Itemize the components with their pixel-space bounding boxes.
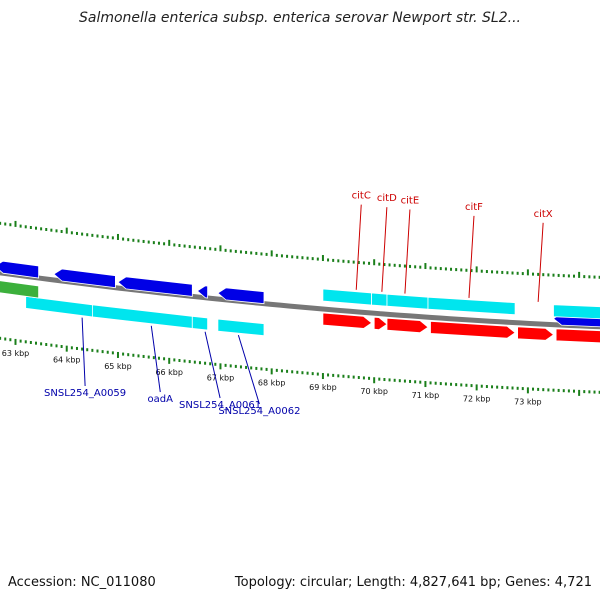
- kbp-label: 66 kbp: [155, 368, 183, 377]
- gene-label-citD: citD: [377, 193, 397, 204]
- feature-forward: [371, 292, 388, 307]
- accession-label: Accession: NC_011080: [8, 575, 156, 590]
- kbp-label: 68 kbp: [258, 378, 286, 387]
- gene-label-SNSL254_A0061: SNSL254_A0061: [179, 400, 261, 411]
- topology-summary: Topology: circular; Length: 4,827,641 bp…: [234, 575, 592, 590]
- feature-tracks: [0, 260, 600, 344]
- label-leader: [150, 325, 161, 393]
- feature-forward: [322, 288, 373, 306]
- feature-rna: [517, 326, 555, 341]
- feature-highlight: [0, 280, 39, 299]
- kbp-label: 72 kbp: [463, 394, 491, 403]
- gene-labels-top: citC citD citE citF citX: [352, 191, 553, 302]
- feature-reverse: [117, 276, 193, 297]
- outer-tick-ring: [0, 220, 600, 279]
- feature-rna: [430, 320, 516, 339]
- feature-forward: [553, 304, 600, 320]
- gene-label-SNSL254_A0059: SNSL254_A0059: [44, 388, 126, 399]
- kbp-label: 73 kbp: [514, 397, 542, 406]
- feature-reverse: [0, 260, 39, 279]
- feature-forward: [386, 293, 429, 310]
- gene-label-SNSL254_A0062: SNSL254_A0062: [218, 406, 300, 417]
- kbp-label: 70 kbp: [360, 387, 388, 396]
- gene-label-citC: citC: [352, 191, 371, 202]
- gene-label-oadA: oadA: [148, 394, 174, 405]
- inner-tick-ring: [0, 336, 600, 396]
- feature-reverse: [53, 268, 116, 289]
- label-leader: [537, 222, 544, 302]
- feature-reverse: [196, 285, 209, 299]
- label-leader: [81, 317, 86, 387]
- map-title: Salmonella enterica subsp. enterica sero…: [79, 10, 521, 26]
- feature-cyan_low: [25, 295, 93, 318]
- kbp-label: 67 kbp: [207, 373, 235, 382]
- feature-cyan_low: [191, 315, 209, 331]
- kbp-label: 69 kbp: [309, 383, 337, 392]
- feature-cyan_low: [217, 318, 265, 337]
- kbp-label: 63 kbp: [2, 349, 30, 358]
- feature-forward: [427, 296, 516, 316]
- label-leader: [404, 209, 411, 294]
- label-leader: [204, 331, 221, 399]
- label-leader: [381, 207, 388, 292]
- label-leader: [468, 215, 475, 298]
- kbp-scale-labels: 63 kbp 64 kbp 65 kbp 66 kbp 67 kbp 68 kbp 69 k…: [2, 349, 542, 407]
- gene-label-citE: citE: [401, 195, 420, 206]
- kbp-label: 71 kbp: [412, 391, 440, 400]
- feature-reverse: [217, 287, 265, 305]
- kbp-label: 64 kbp: [53, 356, 81, 365]
- feature-rna: [386, 317, 429, 334]
- label-leader: [355, 204, 362, 290]
- gene-label-citF: citF: [465, 202, 483, 213]
- feature-rna: [373, 316, 388, 331]
- feature-rna: [555, 328, 600, 344]
- kbp-label: 65 kbp: [104, 362, 132, 371]
- feature-cyan_low: [92, 304, 193, 329]
- feature-rna: [322, 312, 373, 329]
- label-leader: [237, 335, 260, 405]
- gene-labels-bottom: SNSL254_A0059 oadA SNSL254_A0061SNSL254_A0…: [44, 317, 300, 417]
- gene-label-citX: citX: [534, 209, 553, 220]
